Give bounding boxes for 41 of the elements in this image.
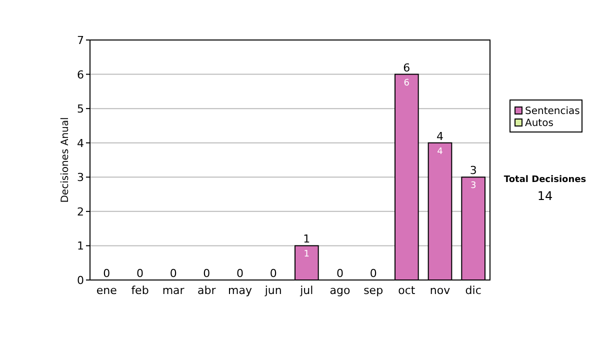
y-axis-title: Decisiones Anual [60,117,71,203]
y-tick-label: 4 [77,136,84,150]
x-tick-label: may [228,284,252,297]
x-tick-label: ene [96,284,118,297]
y-tick-label: 7 [77,34,84,47]
x-tick-label: mar [162,284,185,297]
total-label: 0 [270,267,277,280]
x-tick-label: ago [330,284,350,297]
total-label: 0 [170,267,177,280]
x-tick-label: jul [299,284,314,297]
total-label: 0 [370,267,377,280]
total-label: 1 [303,232,310,246]
y-tick-label: 6 [77,68,84,82]
y-tick-label: 1 [77,240,84,253]
x-tick-label: dic [465,284,482,297]
legend-label: Autos [525,118,554,129]
x-tick-label: oct [398,284,416,297]
y-tick-label: 2 [77,205,84,218]
legend-label: Sentencias [525,106,580,117]
total-label: 4 [436,130,444,143]
x-tick-label: feb [131,284,149,297]
total-label: 0 [236,267,244,280]
data-label: 4 [437,146,444,157]
text: Total Decisiones [504,175,586,185]
x-tick-label: jun [264,284,282,297]
total-label: 0 [136,267,144,280]
total-label: 0 [336,267,344,280]
x-tick-label: nov [430,284,451,297]
total-label: 0 [103,267,110,280]
data-label: 6 [404,78,410,88]
data-label: 1 [304,250,310,260]
text: 14 [537,189,553,203]
x-tick-label: abr [198,284,216,297]
total-label: 6 [403,61,410,74]
y-tick-label: 5 [77,102,84,116]
y-tick-label: 3 [77,171,84,184]
total-label: 3 [470,164,477,178]
data-label: 3 [470,181,476,192]
x-tick-label: sep [364,284,384,297]
y-tick-label: 0 [77,274,84,287]
total-label: 0 [203,267,210,280]
